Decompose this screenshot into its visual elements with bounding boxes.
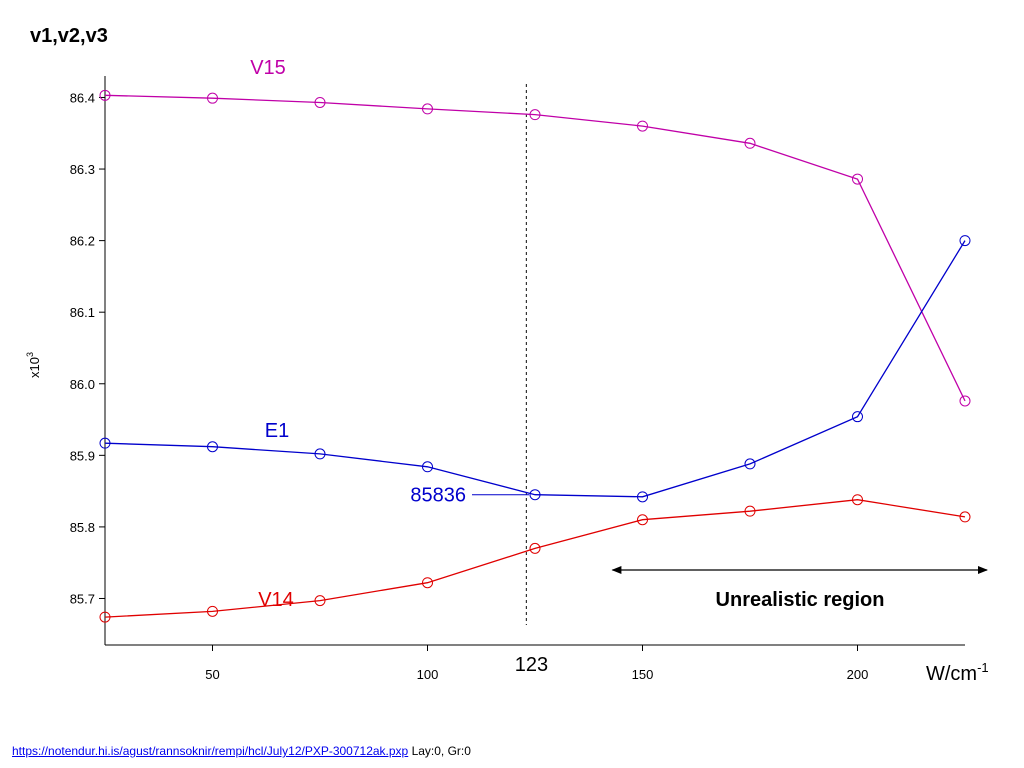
x-axis-unit-exponent: -1 [977,660,989,675]
data-point [959,235,971,247]
series-v14: V14 [99,494,971,623]
series-e1: E1 [99,235,971,503]
data-point [852,494,863,506]
data-point [207,605,218,617]
data-point [744,505,756,517]
x-axis-unit-base: W/cm [926,663,977,685]
data-point [422,461,433,473]
e1-value-label: 85836 [410,485,466,507]
annotations: 123 Unrealistic region 85836 [410,84,988,676]
y-tick-label: 85.8 [70,520,95,535]
data-point [529,109,541,121]
data-point [422,577,433,589]
data-point [529,489,541,501]
y-tick-label: 86.2 [70,234,95,249]
y-tick-label: 85.7 [70,591,95,606]
data-point [99,89,111,101]
y-tick-label: 86.0 [70,377,95,392]
data-point [314,448,326,460]
y-axis-multiplier-exponent: 3 [25,352,35,357]
unrealistic-region-label: Unrealistic region [716,589,885,611]
series-layer: V15 E1 V14 [99,57,971,623]
data-point [852,173,863,185]
data-point [744,137,756,149]
data-point [637,514,648,526]
data-point [99,611,111,623]
source-link[interactable]: https://notendur.hi.is/agust/rannsoknir/… [12,744,409,758]
x-tick-label: 100 [417,667,439,682]
x-tick-label: 50 [205,667,219,682]
data-point [207,441,218,453]
y-tick-label: 85.9 [70,448,95,463]
data-point [314,96,326,108]
chart-title: v1,v2,v3 [30,25,108,47]
x-tick-label: 150 [632,667,654,682]
data-point [852,411,863,423]
series-line [104,499,966,618]
series-line [104,94,966,402]
y-tick-label: 86.3 [70,162,95,177]
source-suffix: Lay:0, Gr:0 [411,744,471,758]
vertical-line-label: 123 [515,654,548,676]
data-point [744,458,756,470]
data-point [529,542,541,554]
y-tick-label: 86.4 [70,90,95,105]
x-ticks: 50 100 150 200 [205,645,868,682]
data-point [959,511,971,523]
axes [104,76,965,646]
y-ticks: 86.4 86.3 86.2 86.1 86.0 85.9 85.8 85.7 [70,90,105,606]
series-label: V15 [250,57,286,79]
series-label: E1 [265,420,289,442]
y-axis-multiplier: x103 [25,352,42,378]
source-footer: https://notendur.hi.is/agust/rannsoknir/… [12,744,471,758]
data-point [314,595,326,607]
line-chart: v1,v2,v3 x103 86.4 86.3 86.2 86.1 86.0 85.9 85… [25,25,989,685]
data-point [637,491,648,503]
data-point [99,437,111,449]
x-tick-label: 200 [847,667,869,682]
y-axis-multiplier-base: x10 [27,357,42,378]
data-point [422,103,433,115]
data-point [637,120,648,132]
y-tick-label: 86.1 [70,305,95,320]
series-v15: V15 [99,57,971,407]
series-line [104,240,966,498]
data-point [207,92,218,104]
data-point [959,395,971,407]
series-label: V14 [258,589,294,611]
x-axis-unit-label: W/cm-1 [926,660,989,685]
